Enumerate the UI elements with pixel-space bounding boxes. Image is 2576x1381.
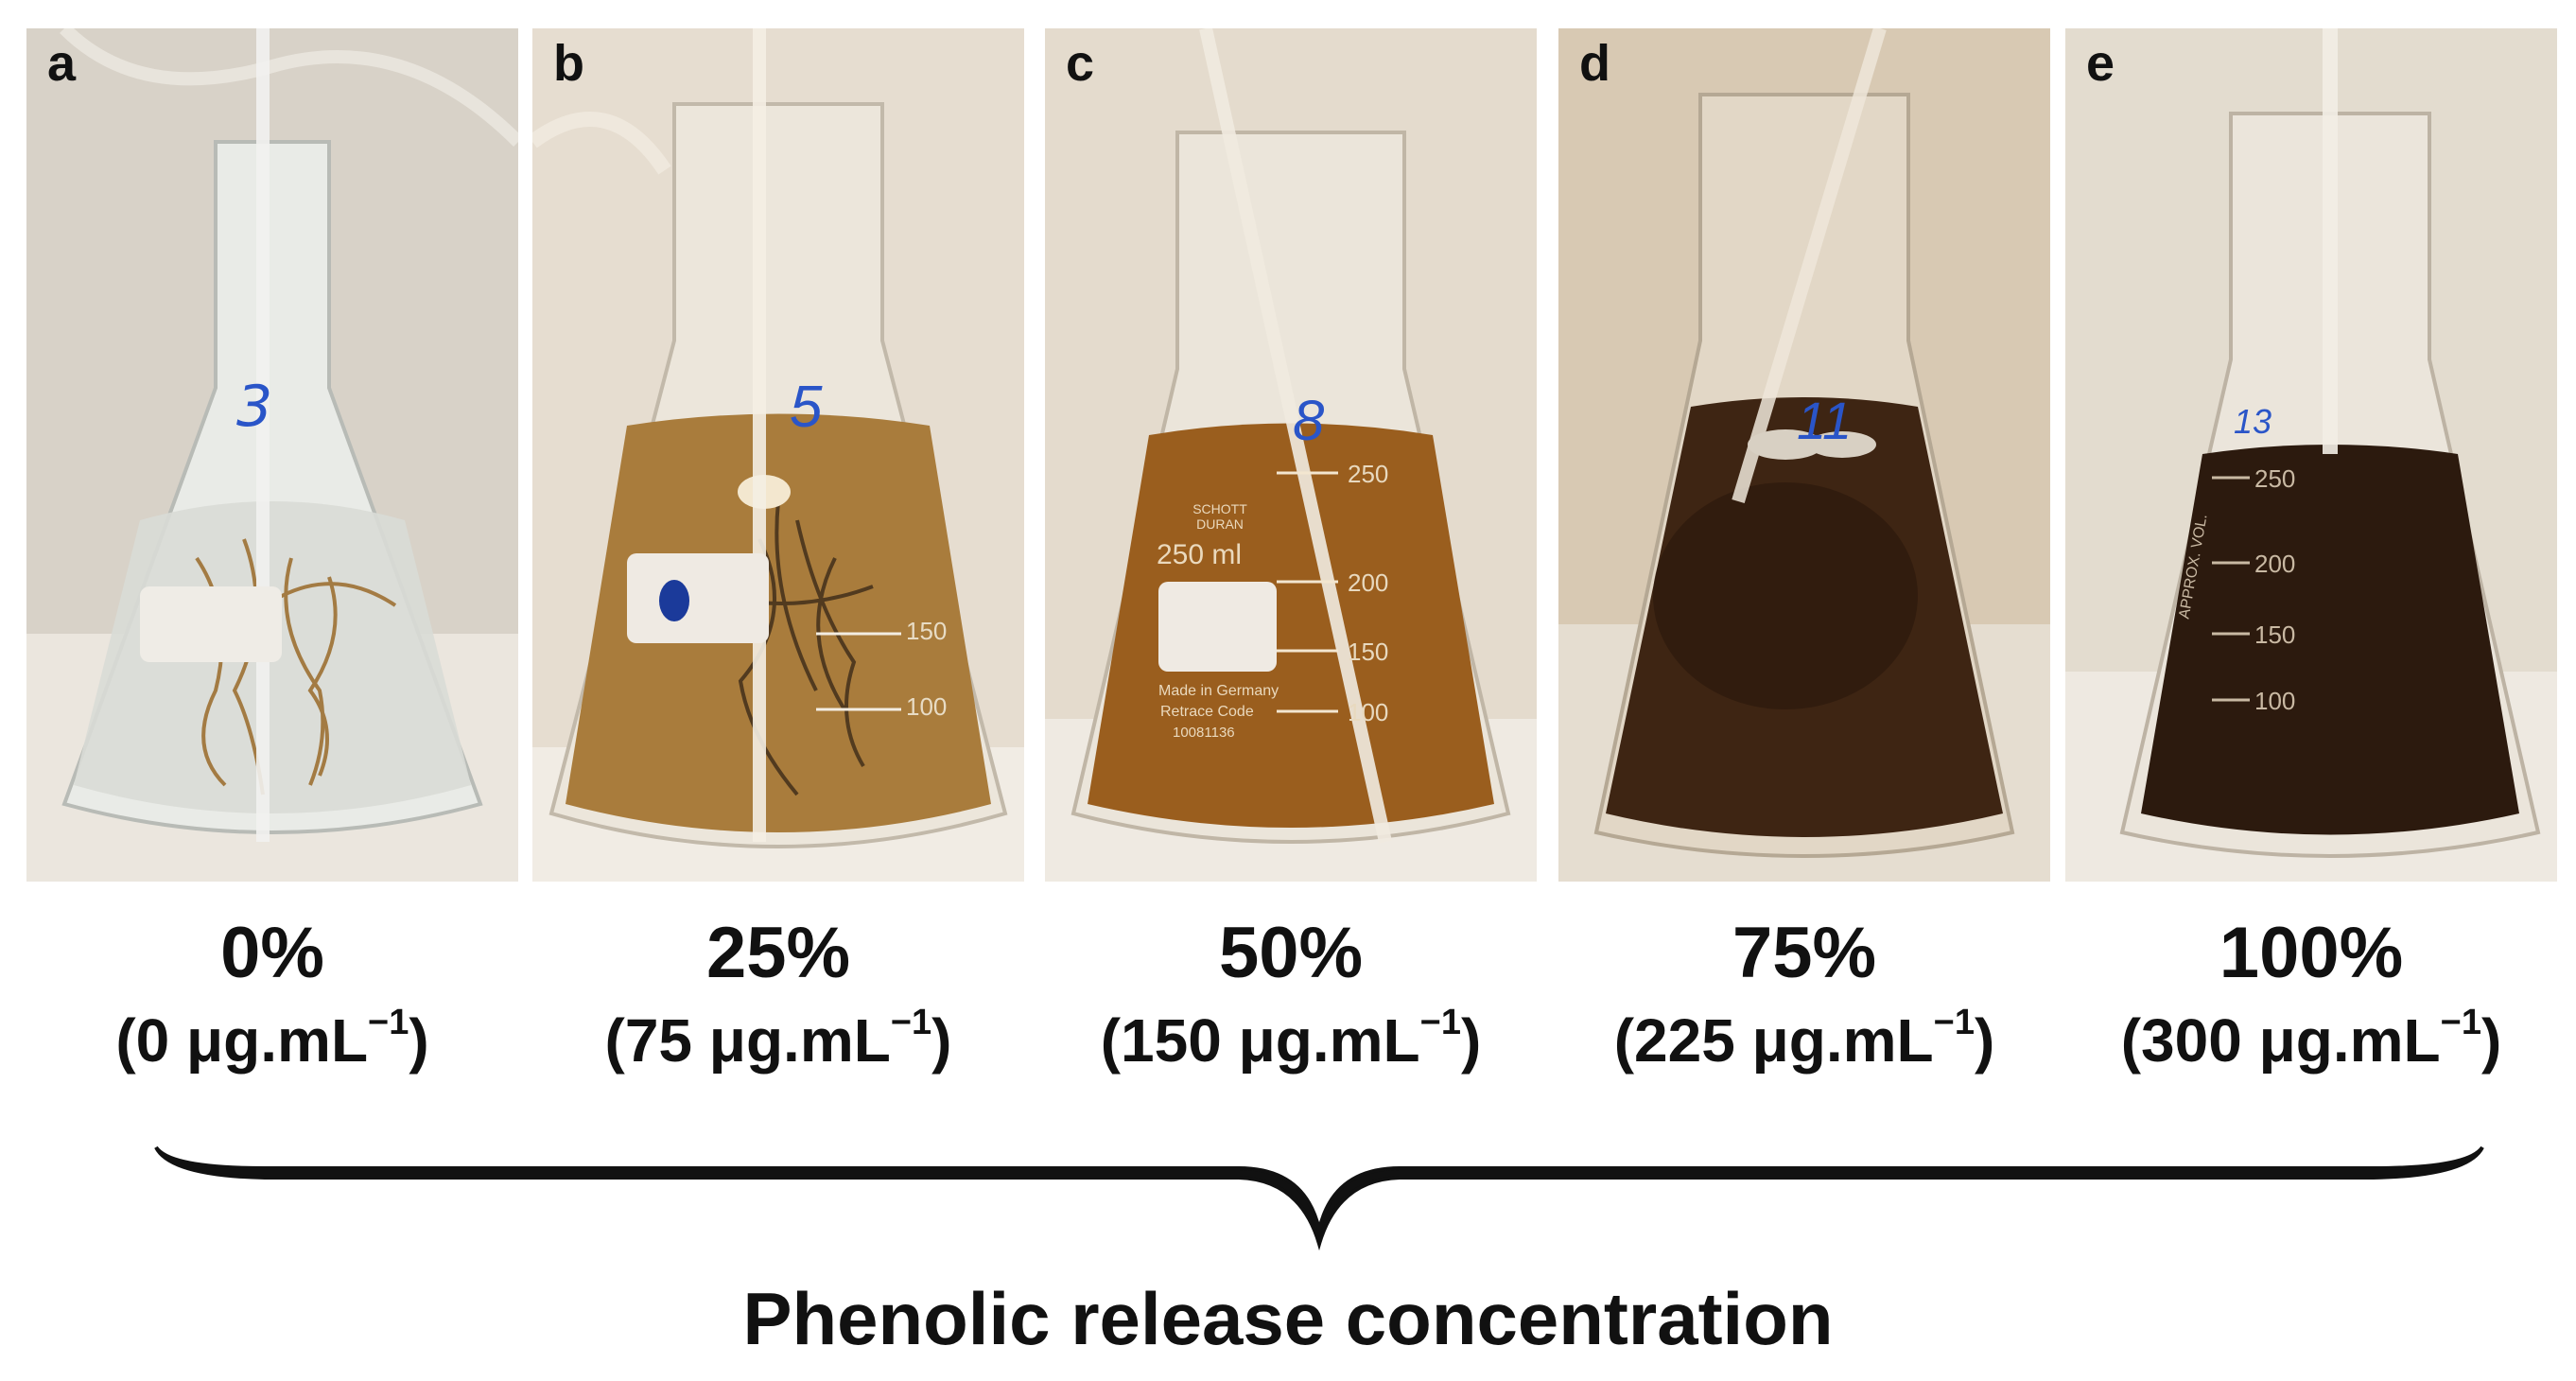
percent-label: 0% [220,913,324,993]
axis-title: Phenolic release concentration [742,1277,1834,1360]
volume-mark-100: 100 [1348,698,1389,726]
volume-mark-250: 250 [1348,460,1389,488]
flask-photo-e [2065,28,2557,882]
volume-mark-200: 200 [2254,550,2296,578]
panel-letter: b [553,35,584,92]
concentration-label: (75 μg.mL−1) [604,1003,952,1075]
percent-label: 50% [1218,913,1364,993]
caption-a: 0% (0 μg.mL−1) [83,913,461,1075]
flask-number: 13 [2234,402,2272,441]
flask-photo-a [26,28,518,882]
panel-c: c 8 250 200 150 100 SCHOTT DURAN 250 ml … [1045,28,1537,882]
concentration-label: (150 μg.mL−1) [1100,1003,1482,1075]
flask-number: 8 [1293,389,1325,452]
flask-made-in: Made in Germany [1158,683,1279,699]
caption-b: 25% (75 μg.mL−1) [537,913,1019,1075]
flask-volume: 250 ml [1157,539,1243,570]
flask-number: 5 [790,375,823,440]
panel-b: b 5 150 100 [532,28,1024,882]
flask-number: 3 [236,374,273,440]
panel-d: d 11 [1558,28,2050,882]
volume-mark-100: 100 [906,692,948,721]
caption-c: 50% (150 μg.mL−1) [1050,913,1532,1075]
flask-retrace: Retrace Code [1160,704,1254,720]
caption-d: 75% (225 μg.mL−1) [1563,913,2045,1075]
volume-mark-150: 150 [906,617,948,645]
concentration-label: (0 μg.mL−1) [115,1003,429,1075]
concentration-label: (225 μg.mL−1) [1613,1003,1995,1075]
volume-mark-250: 250 [2254,464,2296,493]
panel-a: a 3 [26,28,518,882]
concentration-label: (300 μg.mL−1) [2120,1003,2502,1075]
flask-photo-b [532,28,1024,882]
panel-letter: c [1066,35,1095,92]
panel-e: e 13 250 200 150 100 APPROX. VOL. [2065,28,2557,882]
flask-photo-d [1558,28,2050,882]
volume-mark-150: 150 [2254,621,2296,649]
panel-letter: d [1579,35,1610,92]
panel-letter: e [2086,35,2115,92]
percent-label: 25% [705,913,851,993]
caption-e: 100% (300 μg.mL−1) [2070,913,2552,1075]
flask-number: 11 [1797,391,1853,450]
volume-mark-100: 100 [2254,687,2296,715]
flask-brand: SCHOTT DURAN [1192,501,1247,532]
percent-label: 100% [2219,913,2404,993]
volume-mark-200: 200 [1348,568,1389,597]
volume-mark-150: 150 [1348,638,1389,666]
flask-photo-c [1045,28,1537,882]
curly-brace [154,1145,2484,1251]
percent-label: 75% [1732,913,1877,993]
flask-retrace-code: 10081136 [1173,725,1235,741]
panel-letter: a [47,35,77,92]
